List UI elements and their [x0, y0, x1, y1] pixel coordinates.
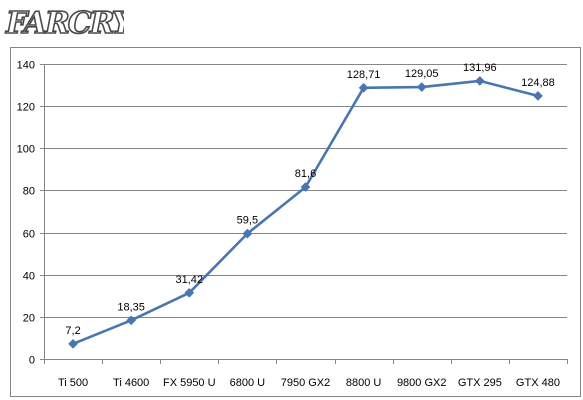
- data-point-marker: [474, 75, 485, 86]
- x-tick-label: 9800 GX2: [397, 377, 447, 389]
- data-label: 7,2: [65, 325, 80, 337]
- axes: [40, 64, 568, 364]
- y-tick-labels: 0 20 40 60 80 100 120 140: [17, 60, 35, 367]
- y-tick-label: 120: [17, 102, 35, 114]
- x-tick-label: GTX 480: [516, 377, 560, 389]
- y-tick-label: 60: [23, 229, 35, 241]
- data-label: 131,96: [463, 62, 497, 74]
- x-tick-label: 8800 U: [346, 377, 382, 389]
- chart-border: [10, 47, 581, 397]
- data-labels: 7,2 18,35 31,42 59,5 81,6 128,71 129,05 131,96 1…: [65, 62, 554, 337]
- data-label: 59,5: [237, 215, 258, 227]
- y-tick-label: 140: [17, 60, 35, 72]
- y-tick-label: 0: [29, 355, 35, 367]
- data-label: 128,71: [347, 69, 381, 81]
- data-point-marker: [416, 82, 427, 93]
- series-layer: [68, 75, 543, 349]
- x-tick-label: GTX 295: [458, 377, 502, 389]
- farcry-logo-text: FARCRY: [5, 6, 124, 41]
- y-tick-label: 20: [23, 313, 35, 325]
- data-point-marker: [126, 315, 137, 326]
- y-tick-label: 80: [23, 186, 35, 198]
- data-point-marker: [300, 182, 311, 193]
- x-tick-label: FX 5950 U: [163, 377, 216, 389]
- y-tick-label: 40: [23, 271, 35, 283]
- data-point-marker: [68, 338, 79, 349]
- data-point-marker: [358, 82, 369, 93]
- data-point-marker: [184, 287, 195, 298]
- x-tick-labels: Ti 500 Ti 4600 FX 5950 U 6800 U 7950 GX2 8800…: [58, 377, 560, 389]
- data-label: 31,42: [176, 274, 204, 286]
- x-tick-label: 6800 U: [230, 377, 266, 389]
- x-tick-label: Ti 500: [58, 377, 88, 389]
- y-tick-label: 100: [17, 144, 35, 156]
- farcry-logo: FARCRY: [4, 5, 124, 42]
- data-label: 81,6: [295, 168, 316, 180]
- data-label: 129,05: [405, 68, 439, 80]
- x-tick-label: Ti 4600: [113, 377, 149, 389]
- x-tick-label: 7950 GX2: [281, 377, 331, 389]
- data-label: 124,88: [521, 77, 555, 89]
- data-label: 18,35: [117, 301, 145, 313]
- data-point-marker: [532, 90, 543, 101]
- data-point-marker: [242, 228, 253, 239]
